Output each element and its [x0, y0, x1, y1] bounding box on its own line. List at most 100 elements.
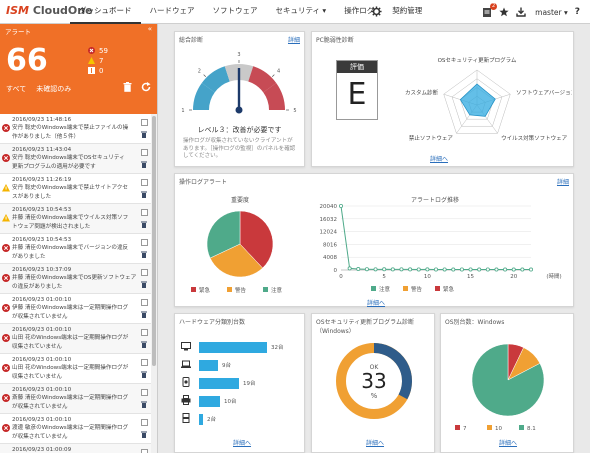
app-logo[interactable]: ISM CloudOne — [6, 4, 93, 17]
pc-security-panel: PC脆弱性診断 評価 E OSセキュリティ更新プログラム ソフトウェアバージョンウ… — [311, 31, 574, 167]
alert-text: 2016/09/23 10:54:53 井藤 清臣のWindows端末でウイルス対… — [12, 206, 139, 233]
warning-icon — [2, 176, 12, 203]
nav-software[interactable]: ソフトウェア — [212, 6, 258, 15]
alert-checkbox[interactable] — [140, 389, 148, 396]
trend-point — [408, 267, 413, 272]
scroll-thumb[interactable] — [152, 116, 156, 366]
alert-delete-icon[interactable] — [141, 401, 147, 410]
trend-point — [468, 267, 473, 272]
alert-delete-icon[interactable] — [141, 311, 147, 320]
radar-axis-label: ソフトウェアバージョン — [516, 88, 572, 96]
help-icon[interactable]: ? — [574, 7, 580, 17]
oplog-detail-link[interactable]: 詳細 — [556, 179, 569, 186]
nav-hardware[interactable]: ハードウェア — [149, 6, 195, 15]
trend-point — [485, 267, 490, 272]
trend-point — [528, 267, 533, 272]
alert-delete-icon[interactable] — [141, 221, 147, 230]
error-icon — [2, 446, 12, 453]
overall-detail-link[interactable]: 詳細 — [287, 37, 300, 44]
alert-message: 渡邊 敏彦のWindows端末は一定期間操作ログ — [12, 425, 129, 432]
alert-timestamp: 2016/09/23 01:00:10 — [12, 357, 72, 363]
nav-contract[interactable]: 契約管理 — [392, 6, 423, 15]
hardware-panel: ハードウェア分類別台数 32台 9台 19台 10台 2台 詳細へ — [174, 313, 305, 453]
nav-dashboard[interactable]: ダッシュボード — [70, 0, 141, 24]
alert-item[interactable]: 2016/09/23 10:37:09 井藤 清臣のWindows端末でOS更新ソ… — [0, 264, 152, 294]
os-dist-detail-link[interactable]: 詳細へ — [499, 440, 518, 447]
panel-title: 総合診断 — [179, 37, 204, 44]
alert-checkbox[interactable] — [140, 449, 148, 453]
panel-title: OS別台数：Windows — [445, 319, 505, 326]
os-update-detail-link[interactable]: 詳細へ — [366, 440, 385, 447]
alert-item[interactable]: 2016/09/23 10:54:53 井藤 清臣のWindows端末でウイルス対… — [0, 204, 152, 234]
notification-icon[interactable]: 2 — [482, 2, 498, 18]
alert-message: 井藤 清臣のWindows端末でOS更新ソフトウェア — [12, 275, 137, 282]
alert-timestamp: 2016/09/23 11:48:16 — [12, 117, 72, 123]
alert-message: 井藤 清臣のWindows端末でバージョンの違反 — [12, 245, 129, 252]
alert-checkbox[interactable] — [140, 329, 148, 336]
delete-trash-icon[interactable] — [123, 82, 132, 94]
oplog-foot-link[interactable]: 詳細へ — [367, 300, 386, 307]
alert-checkbox[interactable] — [140, 269, 148, 276]
alert-delete-icon[interactable] — [141, 341, 147, 350]
hardware-detail-link[interactable]: 詳細へ — [233, 440, 252, 447]
alert-text: 2016/09/23 10:37:09 井藤 清臣のWindows端末でOS更新ソ… — [12, 266, 139, 293]
pc-security-detail-link[interactable]: 詳細へ — [430, 156, 449, 163]
download-icon[interactable] — [516, 7, 526, 17]
alert-item[interactable]: 2016/09/23 11:48:16 安丹 聡史のWindows端末で禁止ファイ… — [0, 114, 152, 144]
alert-checkbox[interactable] — [140, 209, 148, 216]
alert-item[interactable]: 2016/09/23 11:43:04 安丹 聡史のWindows端末でOSセキュ… — [0, 144, 152, 174]
alert-checkbox[interactable] — [140, 299, 148, 306]
alert-item[interactable]: 2016/09/23 01:00:10 山田 花のWindows端末は一定期間操作… — [0, 354, 152, 384]
alert-actions — [139, 416, 149, 443]
level-text: レベル３：改善が必要です — [197, 126, 282, 134]
filter-all[interactable]: すべて — [6, 85, 27, 93]
user-menu[interactable]: master ▾ — [535, 7, 568, 17]
settings-gear-icon[interactable] — [371, 6, 382, 19]
alert-delete-icon[interactable] — [141, 431, 147, 440]
alert-checkbox[interactable] — [140, 239, 148, 246]
radar-grid — [443, 69, 511, 134]
legend-label: 緊急 — [199, 286, 211, 294]
alert-item[interactable]: 2016/09/23 01:00:10 斎藤 清臣のWindows端末は一定期間操… — [0, 384, 152, 414]
alert-item[interactable]: 2016/09/23 01:00:10 渡邊 敏彦のWindows端末は一定期間操… — [0, 414, 152, 444]
alert-timestamp: 2016/09/23 01:00:10 — [12, 417, 72, 423]
pie-slice-win81 — [471, 343, 545, 417]
trend-point — [416, 267, 421, 272]
level-gauge: 1 2 3 4 5 — [181, 52, 296, 114]
alert-delete-icon[interactable] — [141, 251, 147, 260]
gauge-tick — [271, 74, 275, 78]
alert-checkbox[interactable] — [140, 359, 148, 366]
error-icon — [2, 236, 12, 263]
alert-checkbox[interactable] — [140, 419, 148, 426]
filter-unconfirmed[interactable]: 未確認のみ — [36, 85, 72, 93]
alert-item[interactable]: 2016/09/23 01:00:09田中 花のWindows端末は一定期間操作… — [0, 444, 152, 453]
trend-point — [451, 267, 456, 272]
alert-message-cont: 収集されていません — [12, 343, 63, 350]
panel-title: 操作ログアラート — [179, 179, 228, 186]
alert-checkbox[interactable] — [140, 179, 148, 186]
alert-delete-icon[interactable] — [141, 131, 147, 140]
nav-oplog[interactable]: 操作ログ — [344, 6, 375, 15]
hardware-row: 2台 — [181, 410, 301, 428]
alert-delete-icon[interactable] — [141, 371, 147, 380]
refresh-icon[interactable] — [141, 82, 151, 94]
legend-swatch — [519, 425, 524, 430]
alert-item[interactable]: 2016/09/23 11:26:19 安丹 聡史のWindows端末で禁止サイト… — [0, 174, 152, 204]
error-icon — [2, 296, 12, 323]
y-tick-label: 16032 — [320, 217, 338, 223]
alert-actions — [139, 116, 149, 143]
alert-delete-icon[interactable] — [141, 191, 147, 200]
alert-checkbox[interactable] — [140, 119, 148, 126]
alert-actions — [139, 446, 149, 453]
alert-delete-icon[interactable] — [141, 281, 147, 290]
alert-item[interactable]: 2016/09/23 01:00:10 伊藤 清臣のWindows端末は一定期間操… — [0, 294, 152, 324]
alert-checkbox[interactable] — [140, 149, 148, 156]
nav-security[interactable]: セキュリティ ▾ — [275, 6, 327, 15]
favorite-star-icon[interactable] — [499, 7, 509, 17]
alert-item[interactable]: 2016/09/23 10:54:53 井藤 清臣のWindows端末でバージョン… — [0, 234, 152, 264]
alert-delete-icon[interactable] — [141, 161, 147, 170]
alert-scrollbar[interactable] — [151, 114, 157, 453]
alert-item[interactable]: 2016/09/23 01:00:10 山田 花のWindows端末は一定期間操作… — [0, 324, 152, 354]
collapse-sidebar-button[interactable]: « — [147, 25, 152, 33]
alert-message-cont: 更新プログラムの適用が必要です — [12, 163, 96, 170]
